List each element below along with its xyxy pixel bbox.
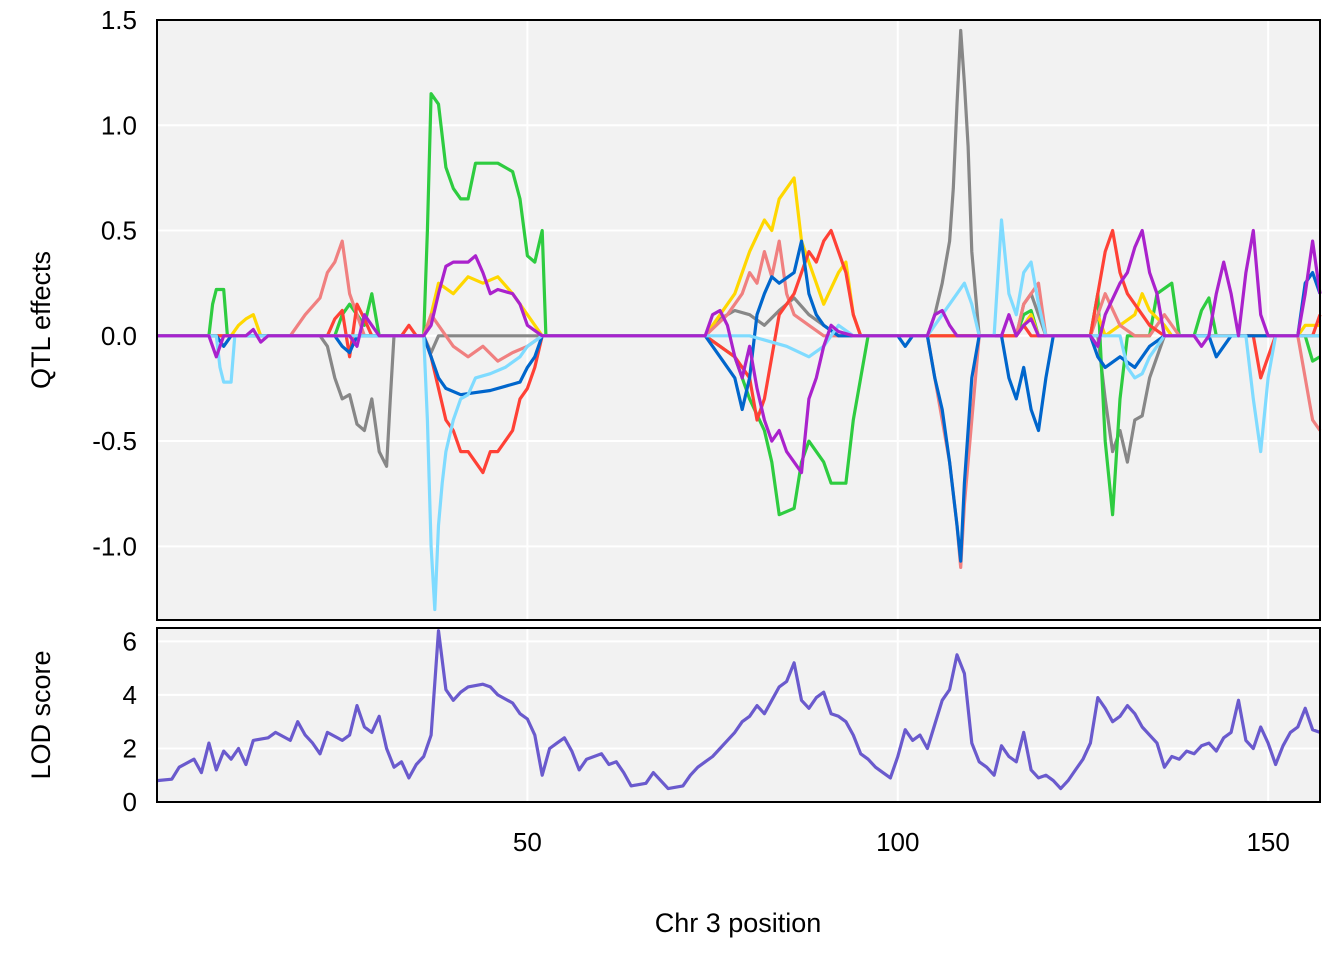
- effects-panel-series: [157, 28, 1322, 612]
- lod-panel-series: [156, 629, 1321, 791]
- lod-y-axis-label: LOD score: [26, 650, 56, 779]
- series-line: [157, 218, 1320, 612]
- lod-y-tick-label: 6: [123, 626, 137, 656]
- x-axis-label: Chr 3 position: [655, 908, 822, 938]
- lod-panel-background: [157, 628, 1320, 802]
- effects-y-tick-label: 1.0: [101, 110, 137, 140]
- lod-panel-frame: [156, 627, 1321, 803]
- position-x-tick-labels: 50 100 150: [513, 827, 1290, 857]
- x-tick-label: 50: [513, 827, 542, 857]
- effects-y-tick-label: 0.5: [101, 216, 137, 246]
- lod-y-tick-labels: 6 4 2 0: [123, 626, 137, 817]
- x-tick-label: 100: [876, 827, 919, 857]
- effects-y-tick-label: -0.5: [92, 426, 137, 456]
- x-tick-label: 150: [1246, 827, 1289, 857]
- effects-panel-frame: [156, 19, 1321, 621]
- lod-y-tick-label: 2: [123, 733, 137, 763]
- series-line: [157, 228, 1322, 475]
- series-line: [156, 629, 1321, 791]
- effects-y-tick-labels: 1.5 1.0 0.5 0.0 -0.5 -1.0: [92, 5, 137, 561]
- effects-y-tick-label: -1.0: [92, 531, 137, 561]
- effects-y-tick-label: 1.5: [101, 5, 137, 35]
- series-line: [157, 176, 1320, 338]
- effects-y-tick-label: 0.0: [101, 321, 137, 351]
- lod-y-tick-label: 0: [123, 787, 137, 817]
- effects-y-axis-label: QTL effects: [26, 251, 56, 389]
- lod-y-tick-label: 4: [123, 680, 137, 710]
